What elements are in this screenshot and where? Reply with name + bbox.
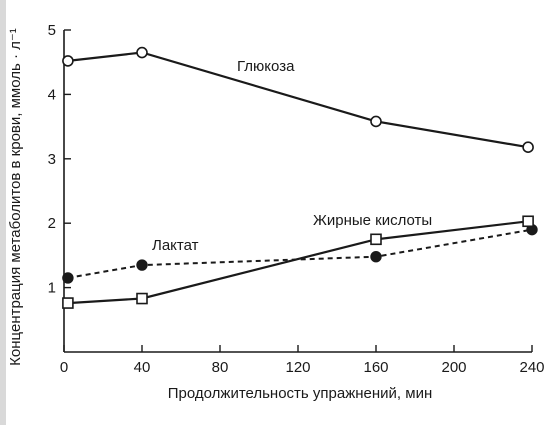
- x-tick-label: 80: [212, 359, 229, 376]
- series-line: [67, 220, 529, 305]
- scan-edge-strip: [0, 0, 6, 425]
- series-layer: [62, 46, 538, 309]
- series-line: [67, 228, 533, 279]
- data-point: [370, 115, 382, 128]
- x-axis-title: Продолжительность упражнений, мин: [168, 385, 432, 402]
- data-point: [522, 215, 534, 228]
- data-point: [136, 259, 148, 271]
- x-tick-label: 160: [363, 359, 388, 376]
- labels-layer: Продолжительность упражнений, мин Концен…: [7, 28, 432, 402]
- data-point: [62, 297, 74, 309]
- series-3: [62, 215, 534, 309]
- series-2: [62, 223, 538, 284]
- y-axis-title: Концентрация метаболитов в крови, ммоль …: [7, 28, 24, 366]
- x-tick-label: 0: [60, 359, 68, 376]
- axes: 0 40 80 120 160 200 240 1 2 3 4 5: [48, 22, 545, 376]
- data-point: [136, 292, 148, 305]
- y-tick-label: 2: [48, 215, 56, 232]
- x-tick-label: 40: [134, 359, 151, 376]
- series-line: [67, 51, 529, 149]
- x-tick-label: 200: [441, 359, 466, 376]
- data-point: [370, 250, 382, 263]
- data-point: [522, 141, 534, 154]
- y-tick-label: 4: [48, 86, 56, 103]
- data-point: [62, 272, 74, 284]
- series-label: Жирные кислоты: [313, 212, 432, 229]
- x-tick-label: 120: [285, 359, 310, 376]
- x-tick-label: 240: [519, 359, 544, 376]
- y-tick-label: 5: [48, 22, 56, 39]
- data-point: [370, 233, 382, 246]
- series-label: Лактат: [152, 237, 199, 254]
- series-1: [62, 46, 534, 154]
- data-point: [136, 46, 148, 59]
- y-tick-label: 3: [48, 151, 56, 168]
- data-point: [62, 55, 74, 67]
- series-label: Глюкоза: [237, 58, 295, 75]
- y-tick-label: 1: [48, 280, 56, 297]
